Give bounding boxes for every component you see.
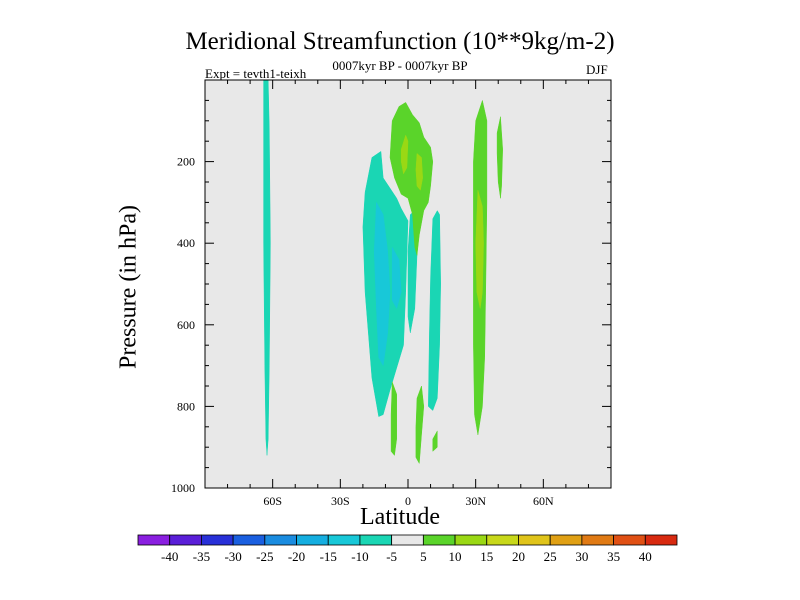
contour-regions xyxy=(263,79,503,465)
colorbar-swatch-4 xyxy=(264,534,297,546)
colorbar-swatch-8 xyxy=(391,534,424,546)
contour-region-6 xyxy=(389,102,434,256)
contour-region-10 xyxy=(475,190,484,309)
colorbar-label: -40 xyxy=(161,549,178,564)
x-tick-label: 0 xyxy=(405,494,411,508)
colorbar-label: -25 xyxy=(256,549,273,564)
contour-region-7 xyxy=(400,134,409,175)
colorbar-label: -20 xyxy=(288,549,305,564)
colorbar-label: 20 xyxy=(512,549,525,564)
colorbar-swatch-15 xyxy=(613,534,646,546)
colorbar-swatch-14 xyxy=(581,534,614,546)
contour-region-13 xyxy=(415,385,425,465)
y-tick-label: 400 xyxy=(177,236,195,250)
colorbar-swatch-2 xyxy=(201,534,234,546)
y-tick-label: 600 xyxy=(177,318,195,332)
y-tick-label: 800 xyxy=(177,399,195,413)
chart-subtitle: 0007kyr BP - 0007kyr BP xyxy=(332,58,468,73)
colorbar: -40 -35 -30 -25 -20 -15 -10 -5 5 10 15 20 25 30 35 40 xyxy=(137,534,678,564)
colorbar-label: 10 xyxy=(449,549,462,564)
colorbar-swatch-1 xyxy=(169,534,202,546)
colorbar-label: 25 xyxy=(544,549,557,564)
colorbar-label: 35 xyxy=(607,549,620,564)
contour-region-14 xyxy=(432,429,438,452)
colorbar-swatch-3 xyxy=(232,534,266,546)
colorbar-swatch-10 xyxy=(454,534,488,546)
colorbar-swatch-5 xyxy=(296,534,329,546)
colorbar-swatch-13 xyxy=(549,534,583,546)
contour-region-8 xyxy=(415,152,423,191)
colorbar-swatch-16 xyxy=(644,534,678,546)
colorbar-label: 30 xyxy=(575,549,588,564)
contour-region-11 xyxy=(496,116,503,199)
colorbar-label: -30 xyxy=(224,549,241,564)
contour-region-0 xyxy=(263,79,271,456)
season-label: DJF xyxy=(586,62,608,77)
contour-region-3 xyxy=(391,246,402,310)
colorbar-swatch-11 xyxy=(486,534,519,546)
x-tick-label: 60N xyxy=(533,494,554,508)
contour-region-2 xyxy=(373,201,391,367)
colorbar-label: -5 xyxy=(386,549,397,564)
colorbar-swatch-12 xyxy=(518,534,551,546)
experiment-label: Expt = tevth1-teixh xyxy=(205,66,307,81)
x-tick-label: 30S xyxy=(331,494,350,508)
x-axis-label: Latitude xyxy=(360,504,440,530)
y-tick-label: 200 xyxy=(177,155,195,169)
colorbar-swatch-9 xyxy=(422,534,456,546)
colorbar-swatch-7 xyxy=(359,534,393,546)
colorbar-label: -35 xyxy=(193,549,210,564)
colorbar-swatch-6 xyxy=(327,534,361,546)
chart-title: Meridional Streamfunction (10**9kg/m-2) xyxy=(185,28,615,55)
colorbar-label: -15 xyxy=(320,549,337,564)
contour-region-12 xyxy=(390,381,397,456)
colorbar-label: 5 xyxy=(420,549,427,564)
plot-axes: 60S 30S 0 30N 60N 200 400 600 800 1000 xyxy=(171,79,612,508)
colorbar-label: -10 xyxy=(351,549,368,564)
colorbar-label: 40 xyxy=(639,549,652,564)
colorbar-swatch-0 xyxy=(137,534,171,546)
x-tick-label: 30N xyxy=(465,494,486,508)
contour-region-5 xyxy=(428,210,441,411)
x-tick-label: 60S xyxy=(263,494,282,508)
colorbar-label: 15 xyxy=(480,549,493,564)
y-tick-label: 1000 xyxy=(171,481,195,495)
